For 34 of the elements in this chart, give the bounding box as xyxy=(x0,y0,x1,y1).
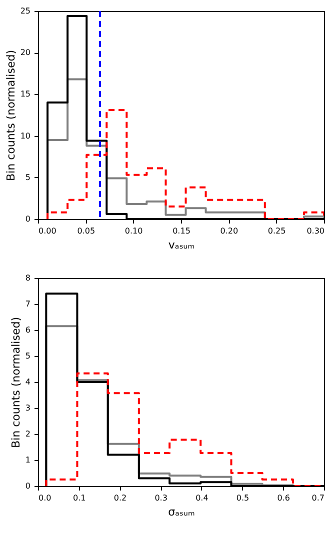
x-tick-label: 0.2 xyxy=(114,494,127,502)
y-tick-label: 2 xyxy=(25,430,30,438)
y-tick-label: 5 xyxy=(25,352,30,360)
x-tick-label: 0.05 xyxy=(77,226,96,236)
y-tick-label: 6 xyxy=(25,326,30,334)
x-tick-label: 0.4 xyxy=(196,494,208,502)
y-tick-label: 7 xyxy=(25,300,30,308)
x-tick-label: 0.3 xyxy=(154,494,168,502)
y-tick-label: 3 xyxy=(25,404,30,412)
x-axis-title: σₐₛᵤₘ xyxy=(168,506,195,518)
x-tick-label: 0.20 xyxy=(220,226,238,236)
x-axis-title: vₐₛᵤₘ xyxy=(168,238,195,252)
y-tick-label: 0 xyxy=(25,214,30,224)
y-axis-title: Bin counts (normalised) xyxy=(4,50,18,181)
x-tick-label: 0.1 xyxy=(72,494,86,502)
x-tick-label: 0.25 xyxy=(268,226,286,236)
y-tick-label: 25 xyxy=(20,6,30,16)
y-tick-label: 20 xyxy=(20,48,30,58)
x-tick-label: 0.10 xyxy=(124,226,143,236)
y-tick-label: 10 xyxy=(20,131,30,140)
y-tick-label: 8 xyxy=(25,274,30,282)
x-tick-label: 0.15 xyxy=(172,226,190,236)
x-tick-label: 0.00 xyxy=(38,226,56,236)
y-tick-label: 5 xyxy=(25,172,30,182)
y-axis-title: Bin counts (normalised) xyxy=(9,317,22,448)
y-tick-label: 15 xyxy=(20,90,30,99)
y-tick-label: 4 xyxy=(25,378,30,386)
x-tick-label: 0.5 xyxy=(236,494,250,502)
y-tick-label: 0 xyxy=(25,482,30,490)
x-tick-label: 0.30 xyxy=(306,226,324,236)
x-tick-label: 0.0 xyxy=(38,494,52,502)
y-tick-label: 1 xyxy=(25,456,30,464)
x-tick-label: 0.7 xyxy=(312,494,324,502)
x-tick-label: 0.6 xyxy=(277,494,290,502)
